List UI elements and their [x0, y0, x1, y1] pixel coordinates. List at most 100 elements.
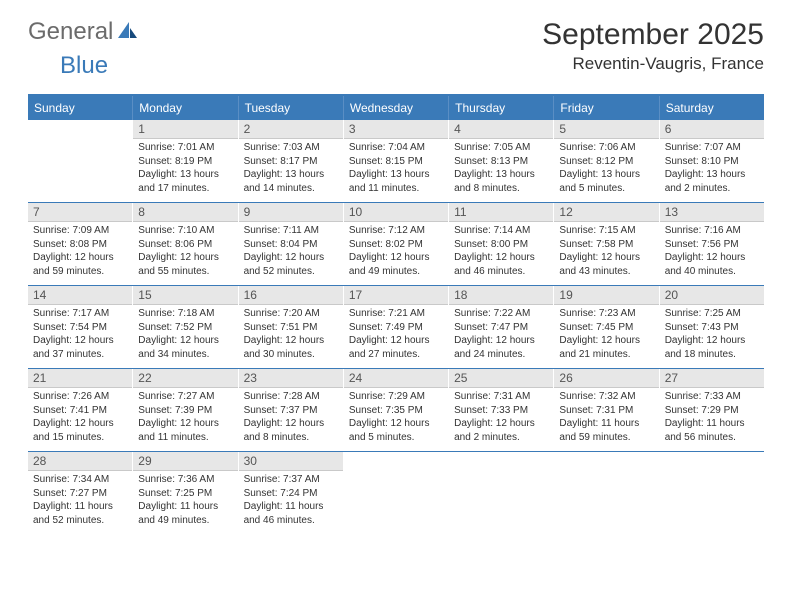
daylight-text: Daylight: 12 hours and 59 minutes. — [33, 251, 127, 278]
day-number: 15 — [133, 286, 237, 305]
day-number: 23 — [239, 369, 343, 388]
day-number: 2 — [239, 120, 343, 139]
day-cell: 8Sunrise: 7:10 AMSunset: 8:06 PMDaylight… — [133, 203, 238, 285]
day-details: Sunrise: 7:10 AMSunset: 8:06 PMDaylight:… — [133, 222, 237, 282]
day-number: 18 — [449, 286, 553, 305]
sunset-text: Sunset: 7:47 PM — [454, 321, 548, 335]
weekday-header: Thursday — [449, 96, 554, 120]
day-number: 5 — [554, 120, 658, 139]
sunrise-text: Sunrise: 7:04 AM — [349, 141, 443, 155]
weekday-header: Wednesday — [344, 96, 449, 120]
day-details: Sunrise: 7:11 AMSunset: 8:04 PMDaylight:… — [239, 222, 343, 282]
day-details: Sunrise: 7:17 AMSunset: 7:54 PMDaylight:… — [28, 305, 132, 365]
day-cell: 20Sunrise: 7:25 AMSunset: 7:43 PMDayligh… — [660, 286, 764, 368]
logo-sail-icon — [117, 20, 139, 45]
day-cell: 27Sunrise: 7:33 AMSunset: 7:29 PMDayligh… — [660, 369, 764, 451]
sunset-text: Sunset: 8:12 PM — [559, 155, 653, 169]
sunrise-text: Sunrise: 7:06 AM — [559, 141, 653, 155]
brand-name-b: Blue — [60, 52, 108, 79]
week-row: 21Sunrise: 7:26 AMSunset: 7:41 PMDayligh… — [28, 368, 764, 451]
day-cell: 29Sunrise: 7:36 AMSunset: 7:25 PMDayligh… — [133, 452, 238, 534]
day-details: Sunrise: 7:09 AMSunset: 8:08 PMDaylight:… — [28, 222, 132, 282]
daylight-text: Daylight: 12 hours and 5 minutes. — [349, 417, 443, 444]
day-cell: 21Sunrise: 7:26 AMSunset: 7:41 PMDayligh… — [28, 369, 133, 451]
daylight-text: Daylight: 12 hours and 18 minutes. — [665, 334, 759, 361]
sunrise-text: Sunrise: 7:32 AM — [559, 390, 653, 404]
day-cell: 17Sunrise: 7:21 AMSunset: 7:49 PMDayligh… — [344, 286, 449, 368]
day-number: 14 — [28, 286, 132, 305]
sunrise-text: Sunrise: 7:25 AM — [665, 307, 759, 321]
day-details: Sunrise: 7:29 AMSunset: 7:35 PMDaylight:… — [344, 388, 448, 448]
sunrise-text: Sunrise: 7:37 AM — [244, 473, 338, 487]
day-cell: 7Sunrise: 7:09 AMSunset: 8:08 PMDaylight… — [28, 203, 133, 285]
day-number: 24 — [344, 369, 448, 388]
daylight-text: Daylight: 11 hours and 59 minutes. — [559, 417, 653, 444]
sunrise-text: Sunrise: 7:28 AM — [244, 390, 338, 404]
day-details: Sunrise: 7:34 AMSunset: 7:27 PMDaylight:… — [28, 471, 132, 531]
sunset-text: Sunset: 7:45 PM — [559, 321, 653, 335]
sunset-text: Sunset: 7:29 PM — [665, 404, 759, 418]
month-title: September 2025 — [542, 18, 764, 52]
day-number: 12 — [554, 203, 658, 222]
daylight-text: Daylight: 12 hours and 37 minutes. — [33, 334, 127, 361]
day-cell: 5 Sunrise: 7:06 AMSunset: 8:12 PMDaylight… — [554, 120, 659, 202]
sunset-text: Sunset: 7:54 PM — [33, 321, 127, 335]
sunrise-text: Sunrise: 7:21 AM — [349, 307, 443, 321]
sunset-text: Sunset: 7:56 PM — [665, 238, 759, 252]
daylight-text: Daylight: 12 hours and 15 minutes. — [33, 417, 127, 444]
day-cell: 19Sunrise: 7:23 AMSunset: 7:45 PMDayligh… — [554, 286, 659, 368]
day-number: 19 — [554, 286, 658, 305]
day-details: Sunrise: 7:23 AMSunset: 7:45 PMDaylight:… — [554, 305, 658, 365]
day-details: Sunrise: 7:26 AMSunset: 7:41 PMDaylight:… — [28, 388, 132, 448]
daylight-text: Daylight: 12 hours and 49 minutes. — [349, 251, 443, 278]
sunset-text: Sunset: 8:02 PM — [349, 238, 443, 252]
daylight-text: Daylight: 12 hours and 55 minutes. — [138, 251, 232, 278]
sunrise-text: Sunrise: 7:03 AM — [244, 141, 338, 155]
day-number: 10 — [344, 203, 448, 222]
day-number: 26 — [554, 369, 658, 388]
daylight-text: Daylight: 12 hours and 2 minutes. — [454, 417, 548, 444]
day-details: Sunrise: 7:22 AMSunset: 7:47 PMDaylight:… — [449, 305, 553, 365]
day-number: 4 — [449, 120, 553, 139]
day-details: Sunrise: 7:01 AMSunset: 8:19 PMDaylight:… — [133, 139, 237, 199]
sunrise-text: Sunrise: 7:22 AM — [454, 307, 548, 321]
week-row: 7Sunrise: 7:09 AMSunset: 8:08 PMDaylight… — [28, 202, 764, 285]
day-cell: 23Sunrise: 7:28 AMSunset: 7:37 PMDayligh… — [239, 369, 344, 451]
daylight-text: Daylight: 12 hours and 21 minutes. — [559, 334, 653, 361]
sunset-text: Sunset: 8:15 PM — [349, 155, 443, 169]
daylight-text: Daylight: 12 hours and 24 minutes. — [454, 334, 548, 361]
day-details: Sunrise: 7:07 AMSunset: 8:10 PMDaylight:… — [660, 139, 764, 199]
weekday-header: Sunday — [28, 96, 133, 120]
day-details: Sunrise: 7:03 AMSunset: 8:17 PMDaylight:… — [239, 139, 343, 199]
day-number: 16 — [239, 286, 343, 305]
sunset-text: Sunset: 8:19 PM — [138, 155, 232, 169]
day-cell: 22Sunrise: 7:27 AMSunset: 7:39 PMDayligh… — [133, 369, 238, 451]
daylight-text: Daylight: 12 hours and 8 minutes. — [244, 417, 338, 444]
day-number: 30 — [239, 452, 343, 471]
sunrise-text: Sunrise: 7:18 AM — [138, 307, 232, 321]
day-number: 9 — [239, 203, 343, 222]
daylight-text: Daylight: 13 hours and 5 minutes. — [559, 168, 653, 195]
sunset-text: Sunset: 8:04 PM — [244, 238, 338, 252]
daylight-text: Daylight: 11 hours and 52 minutes. — [33, 500, 127, 527]
sunset-text: Sunset: 8:06 PM — [138, 238, 232, 252]
day-details: Sunrise: 7:31 AMSunset: 7:33 PMDaylight:… — [449, 388, 553, 448]
daylight-text: Daylight: 12 hours and 46 minutes. — [454, 251, 548, 278]
day-details: Sunrise: 7:16 AMSunset: 7:56 PMDaylight:… — [660, 222, 764, 282]
day-number: 22 — [133, 369, 237, 388]
weekday-header: Monday — [133, 96, 238, 120]
day-number: 6 — [660, 120, 764, 139]
sunrise-text: Sunrise: 7:01 AM — [138, 141, 232, 155]
day-cell: 24Sunrise: 7:29 AMSunset: 7:35 PMDayligh… — [344, 369, 449, 451]
day-details: Sunrise: 7:27 AMSunset: 7:39 PMDaylight:… — [133, 388, 237, 448]
daylight-text: Daylight: 12 hours and 34 minutes. — [138, 334, 232, 361]
daylight-text: Daylight: 12 hours and 40 minutes. — [665, 251, 759, 278]
sunrise-text: Sunrise: 7:34 AM — [33, 473, 127, 487]
day-cell: 10Sunrise: 7:12 AMSunset: 8:02 PMDayligh… — [344, 203, 449, 285]
weekday-header: Tuesday — [239, 96, 344, 120]
day-number: 8 — [133, 203, 237, 222]
day-number: 28 — [28, 452, 132, 471]
daylight-text: Daylight: 11 hours and 46 minutes. — [244, 500, 338, 527]
title-block: September 2025 Reventin-Vaugris, France — [542, 18, 764, 74]
daylight-text: Daylight: 12 hours and 27 minutes. — [349, 334, 443, 361]
